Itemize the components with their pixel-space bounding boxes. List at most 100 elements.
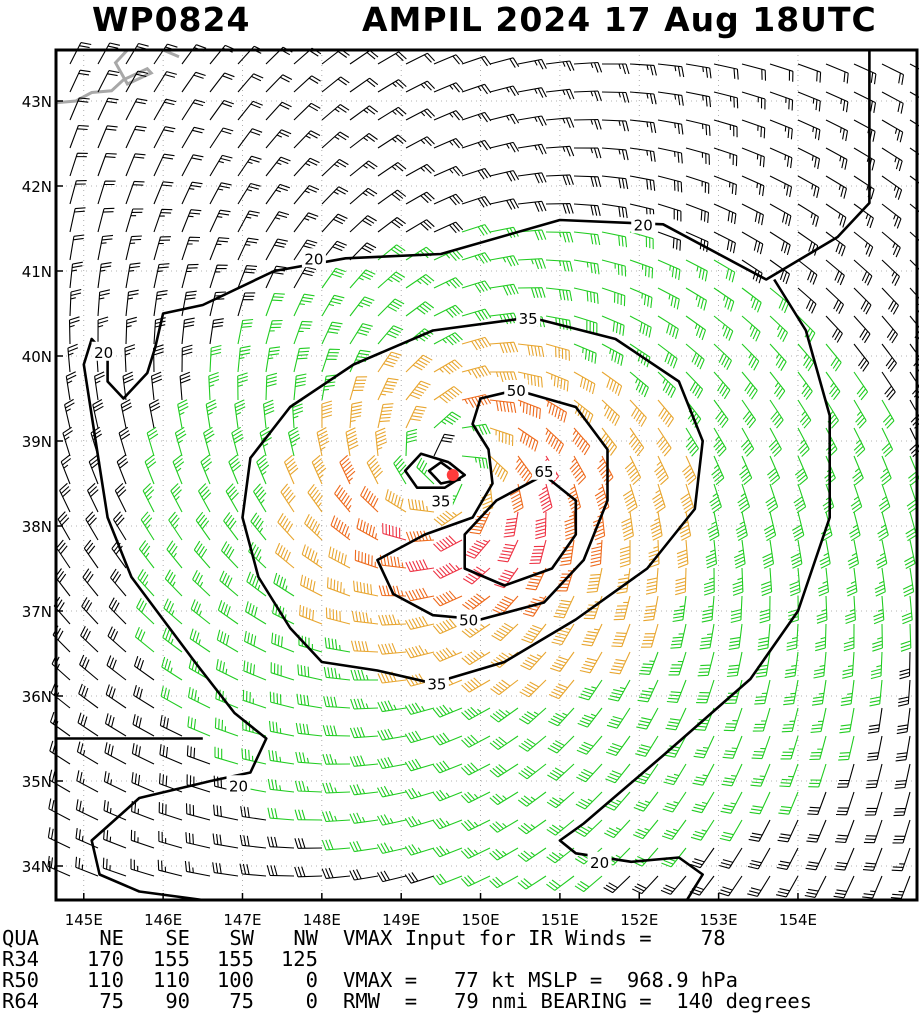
wind-barb (685, 315, 707, 341)
wind-barb (489, 427, 514, 447)
wind-barb (125, 153, 146, 177)
wind-barb (629, 63, 657, 76)
wind-barb (153, 290, 168, 317)
wind-barb (661, 819, 687, 840)
contour-label-bg (631, 214, 656, 234)
title-bar: WP0824 AMPIL 2024 17 Aug 18UTC (0, 0, 919, 44)
wind-barb (733, 539, 746, 569)
wind-barb (692, 763, 715, 786)
wind-barb (906, 483, 919, 514)
wind-barb (769, 63, 794, 82)
wind-barb (172, 454, 185, 485)
wind-barb (75, 856, 99, 877)
wind-barb (125, 208, 144, 233)
wind-barb (68, 316, 80, 345)
wind-barb (65, 371, 77, 401)
wind-barb (377, 162, 407, 177)
stats-header-se: SE (165, 926, 190, 950)
wind-barb (713, 343, 732, 371)
wind-barb (517, 427, 539, 452)
wind-barb (685, 371, 704, 399)
wind-barb (713, 427, 727, 457)
wind-barb (287, 426, 301, 457)
wind-barb (805, 847, 827, 871)
wind-barb (216, 629, 239, 653)
wind-barb (547, 763, 575, 781)
stats-header-qua: QUA (2, 926, 40, 950)
wind-barb (349, 77, 379, 93)
wind-barb (54, 568, 71, 597)
wind-barb (529, 539, 547, 565)
wind-barb (273, 572, 295, 597)
wind-barb (213, 804, 239, 821)
wind-barb (181, 99, 206, 121)
wind-barb (895, 735, 911, 762)
wind-barb (605, 735, 631, 757)
stats-r64-sw: 75 (229, 989, 254, 1013)
wind-barb (322, 782, 351, 794)
wind-barb (546, 875, 575, 891)
stats-r64-ne: 75 (99, 989, 124, 1013)
stats-header-nw: NW (293, 926, 318, 950)
wind-barb (489, 763, 519, 778)
wind-barb (767, 455, 781, 486)
wind-barb (517, 287, 546, 298)
wind-barb (629, 259, 654, 279)
wind-barb (846, 567, 858, 597)
wind-barb (634, 763, 659, 785)
wind-barb (134, 626, 155, 653)
wind-barb (77, 712, 99, 737)
wind-barb (489, 255, 519, 267)
wind-barb (321, 400, 333, 429)
wind-barb (325, 607, 351, 625)
wind-contours (56, 50, 871, 902)
wind-barb (735, 511, 748, 541)
wind-barb (464, 539, 491, 559)
wind-barb (601, 315, 625, 336)
wind-barb (685, 203, 710, 223)
wind-barb (891, 847, 911, 872)
wind-barb (601, 175, 629, 190)
wind-barb (657, 147, 683, 164)
wind-barb (461, 336, 492, 351)
wind-barb (741, 231, 764, 255)
wind-contour (376, 388, 609, 621)
wind-barb (49, 711, 71, 737)
wind-barb (741, 259, 763, 284)
wind-barb (404, 815, 435, 828)
wind-barb (660, 875, 687, 895)
y-tick-label: 40N (22, 348, 52, 366)
wind-barb (69, 207, 86, 233)
wind-barb (573, 61, 603, 73)
wind-barb (432, 618, 463, 635)
wind-barb (825, 427, 838, 457)
wind-barb (892, 819, 911, 844)
wind-barb (741, 119, 766, 139)
wind-barb (690, 819, 715, 841)
wind-barb (901, 595, 913, 625)
wind-barb (271, 632, 295, 653)
wind-barb (120, 399, 132, 429)
y-tick-label: 43N (22, 93, 52, 111)
wind-barb (377, 271, 406, 289)
wind-barb (632, 819, 659, 840)
wind-barb (461, 55, 492, 67)
wind-barb (209, 209, 231, 233)
wind-barb (88, 454, 101, 485)
x-tick-label: 145E (65, 911, 103, 928)
wind-barb (405, 163, 435, 177)
wind-barb (153, 263, 170, 289)
storm-center-marker (446, 469, 459, 481)
wind-barb (685, 63, 712, 79)
wind-barb (209, 318, 224, 345)
contour-labels: 20 20 20 20 20 35 35 35 50 50 65 (91, 214, 656, 872)
wind-barb (604, 819, 631, 839)
wind-barb (853, 287, 872, 315)
wind-barb (878, 483, 891, 514)
wind-barb (518, 707, 547, 725)
wind-barb (405, 380, 431, 401)
wind-barb (405, 354, 433, 373)
wind-barbs (47, 42, 919, 899)
wind-barb (433, 221, 464, 234)
wind-barb (699, 623, 715, 650)
